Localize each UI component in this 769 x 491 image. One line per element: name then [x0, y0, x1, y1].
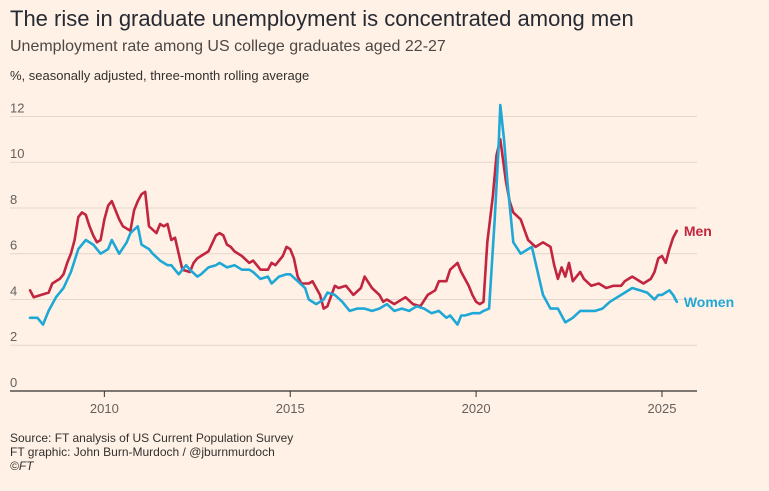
series-label-women: Women	[684, 294, 734, 310]
copyright-note: ©FT	[10, 459, 34, 473]
series-lines	[28, 103, 679, 326]
chart-units-note: %, seasonally adjusted, three-month roll…	[10, 68, 310, 83]
x-tick-label-2015: 2015	[276, 401, 305, 416]
series-label-men: Men	[684, 223, 712, 239]
y-tick-label-0: 0	[10, 375, 17, 390]
series-labels: Men Women	[684, 223, 734, 310]
chart-footer: Source: FT analysis of US Current Popula…	[10, 431, 293, 473]
series-line-men	[28, 138, 679, 310]
y-axis-ticks: 0 2 4 6 8 10 12	[10, 100, 24, 390]
y-tick-label-4: 4	[10, 283, 17, 298]
y-tick-label-10: 10	[10, 146, 24, 161]
x-tick-label-2025: 2025	[648, 401, 677, 416]
gridlines	[10, 115, 697, 392]
y-tick-label-2: 2	[10, 329, 17, 344]
x-tick-label-2020: 2020	[462, 401, 491, 416]
chart-subtitle: Unemployment rate among US college gradu…	[10, 38, 446, 55]
y-tick-label-6: 6	[10, 238, 17, 253]
graphic-credit: FT graphic: John Burn-Murdoch / @jburnmu…	[10, 445, 275, 459]
x-axis-ticks: 2010 2015 2020 2025	[90, 391, 677, 416]
source-note: Source: FT analysis of US Current Popula…	[10, 431, 294, 445]
chart-title: The rise in graduate unemployment is con…	[10, 6, 634, 31]
line-chart: 0 2 4 6 8 10 12 2010 2015 2020 2025 Men Women	[10, 100, 734, 416]
x-tick-label-2010: 2010	[90, 401, 119, 416]
y-tick-label-8: 8	[10, 192, 17, 207]
series-line-women	[28, 103, 679, 326]
y-tick-label-12: 12	[10, 100, 24, 115]
